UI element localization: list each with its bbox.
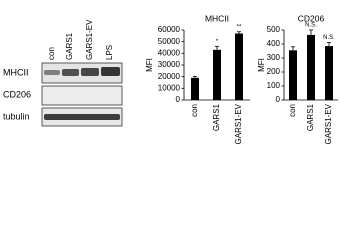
band	[44, 114, 120, 120]
row-label: CD206	[3, 89, 31, 99]
bar	[191, 77, 199, 100]
bar	[307, 34, 315, 100]
bar	[213, 49, 221, 100]
bar	[325, 46, 333, 100]
x-tick-label: GARS1-EV	[234, 103, 243, 144]
lane-label: LPS	[105, 45, 114, 60]
y-tick-label: 500	[267, 25, 281, 34]
y-tick-label: 20000	[158, 72, 181, 81]
y-tick-label: 0	[176, 95, 181, 104]
western-blot: MHCII CD206 tubulin con GARS1 GARS1-EV L…	[3, 19, 123, 127]
y-tick-label: 50000	[158, 37, 181, 46]
significance-label: N.S.	[323, 35, 335, 41]
figure: MHCII CD206 tubulin con GARS1 GARS1-EV L…	[3, 13, 338, 144]
row-label: tubulin	[3, 111, 30, 121]
y-tick-label: 60000	[158, 25, 181, 34]
y-tick-label: 30000	[158, 60, 181, 69]
band	[62, 69, 79, 76]
chart-title: CD206	[298, 13, 325, 23]
bar	[289, 50, 297, 100]
y-tick-label: 40000	[158, 48, 181, 57]
blot-panel	[41, 85, 123, 106]
y-axis-label: MFI	[145, 58, 154, 72]
y-tick-label: 100	[267, 81, 281, 90]
band	[44, 70, 60, 75]
y-tick-label: 200	[267, 67, 281, 76]
x-tick-label: GARS1	[306, 103, 315, 131]
significance-label: *	[216, 39, 219, 45]
bar	[235, 33, 243, 100]
chart-title: MHCII	[205, 13, 229, 23]
lane-label: con	[47, 47, 56, 60]
y-tick-label: 0	[276, 95, 281, 104]
y-tick-label: 400	[267, 39, 281, 48]
significance-label: N.S.	[305, 23, 317, 29]
x-tick-label: con	[288, 104, 297, 117]
lane-label: GARS1-EV	[85, 19, 94, 60]
x-tick-label: con	[190, 104, 199, 117]
significance-label: **	[237, 24, 242, 30]
x-tick-label: GARS1	[212, 103, 221, 131]
band	[101, 67, 120, 76]
y-tick-label: 300	[267, 53, 281, 62]
row-label: MHCII	[3, 67, 29, 77]
band	[81, 68, 99, 76]
x-tick-label: GARS1-EV	[324, 103, 333, 144]
y-axis-label: MFI	[257, 58, 266, 72]
y-tick-label: 10000	[158, 83, 181, 92]
lane-label: GARS1	[65, 32, 74, 60]
